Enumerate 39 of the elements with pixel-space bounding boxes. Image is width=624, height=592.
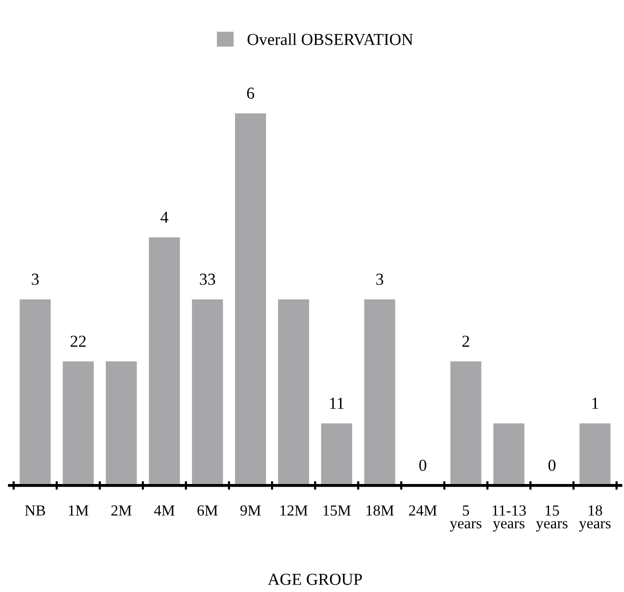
x-tick-label: 15M	[324, 505, 351, 516]
x-tick-label: 18 years	[579, 505, 611, 532]
bar	[235, 113, 266, 486]
x-tick-label: 6M	[198, 505, 218, 516]
bar	[321, 423, 352, 486]
data-label: 0	[548, 460, 556, 471]
data-label: 3	[376, 274, 384, 285]
annotation: 22	[70, 336, 86, 347]
bar	[364, 299, 396, 486]
x-tick-label: 24M	[409, 505, 437, 516]
data-label: 6	[247, 88, 254, 99]
x-tick-label: 4M	[154, 505, 175, 516]
x-tick-label: 1M	[68, 505, 88, 516]
x-tick-label: NB	[25, 505, 46, 516]
bar	[493, 423, 524, 486]
x-tick-label: 12M	[280, 505, 308, 516]
data-label: 1	[592, 398, 598, 409]
bar	[450, 361, 482, 486]
x-axis-title: AGE GROUP	[268, 574, 362, 585]
x-tick-label: 2M	[111, 505, 132, 516]
x-tick-label: 15 years	[536, 505, 568, 532]
bar	[580, 423, 611, 486]
x-tick-label: 11-13 years	[492, 505, 526, 532]
bar	[192, 299, 223, 486]
data-label: 4	[160, 212, 168, 223]
x-tick-label: 18M	[366, 505, 394, 516]
x-tick-label: 5 years	[450, 505, 482, 532]
bar	[62, 361, 94, 486]
bar	[148, 237, 180, 486]
bar	[278, 299, 310, 486]
annotation: 11	[330, 398, 344, 409]
data-label: 2	[462, 336, 470, 347]
bar	[20, 299, 51, 486]
data-label: 0	[419, 460, 426, 471]
annotation: 33	[200, 274, 216, 285]
bar	[106, 361, 137, 486]
x-tick-label: 9M	[240, 505, 261, 516]
data-label: 3	[32, 274, 39, 285]
legend-label: Overall OBSERVATION	[248, 33, 413, 46]
